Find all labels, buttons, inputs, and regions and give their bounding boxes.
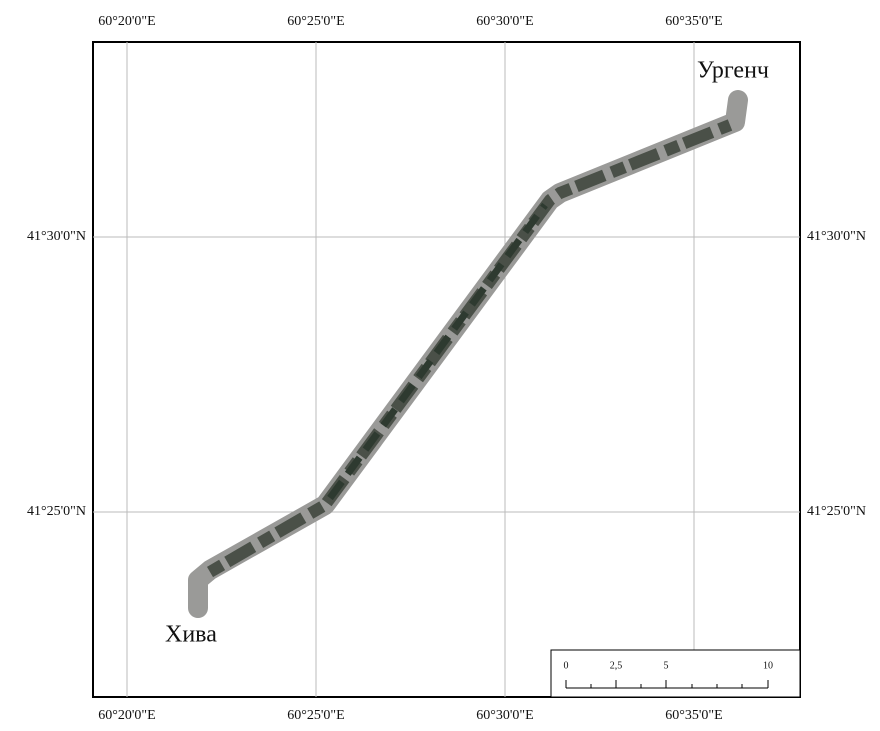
- scale-box: [551, 650, 800, 697]
- lat-label: 41°25'0"N: [27, 504, 86, 519]
- lat-label: 41°25'0"N: [807, 504, 866, 519]
- lon-label: 60°20'0"E: [98, 708, 155, 723]
- lon-label: 60°25'0"E: [287, 14, 344, 29]
- place-label: Ургенч: [697, 58, 769, 84]
- lat-label: 41°30'0"N: [27, 229, 86, 244]
- lat-label: 41°30'0"N: [807, 229, 866, 244]
- lon-label: 60°35'0"E: [665, 708, 722, 723]
- lon-label: 60°20'0"E: [98, 14, 155, 29]
- lon-label: 60°35'0"E: [665, 14, 722, 29]
- lon-label: 60°25'0"E: [287, 708, 344, 723]
- lon-label: 60°30'0"E: [476, 708, 533, 723]
- map: Ургенч Хива 0 2,5 5 10 60°20'0"E 60°20'0"…: [0, 0, 880, 726]
- scale-label: 5: [664, 660, 669, 671]
- scale-label: 0: [564, 660, 569, 671]
- scale-label: 10: [763, 660, 773, 671]
- lon-label: 60°30'0"E: [476, 14, 533, 29]
- place-label: Хива: [165, 622, 217, 648]
- scale-label: 2,5: [610, 660, 623, 671]
